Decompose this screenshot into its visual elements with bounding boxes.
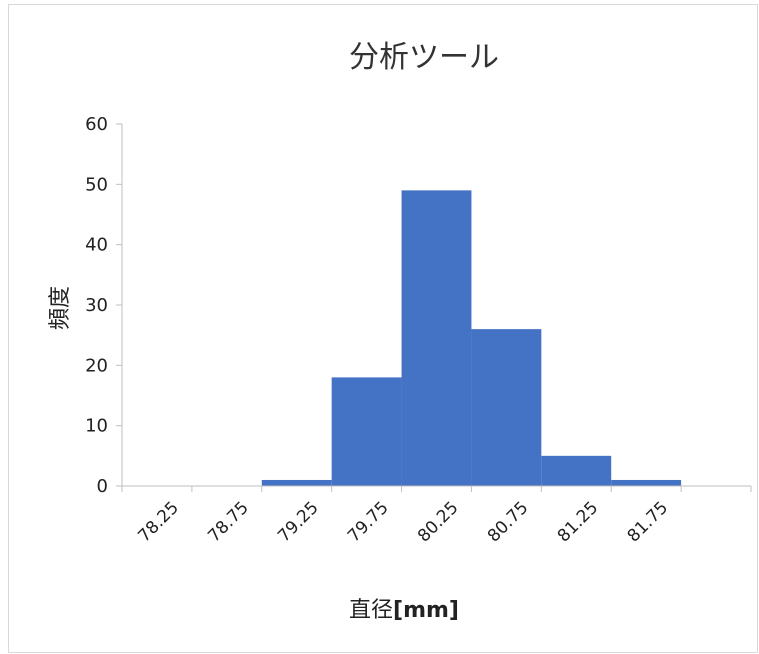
bar-80.25 bbox=[401, 190, 472, 486]
x-axis-title-text: 直径 bbox=[349, 598, 393, 623]
y-tick-label: 10 bbox=[85, 416, 108, 437]
x-axis: 78.25 78.75 79.25 79.75 80.25 80.75 81.25 81.75 bbox=[121, 485, 752, 547]
bar-81.25 bbox=[541, 455, 612, 486]
y-tick-label: 0 bbox=[97, 476, 108, 497]
x-tick-label: 80.25 bbox=[414, 498, 463, 547]
chart-title: 分析ツール bbox=[349, 40, 499, 75]
y-axis: 0 10 20 30 40 50 60 bbox=[85, 114, 123, 497]
x-tick-label: 79.75 bbox=[344, 498, 393, 547]
y-tick-label: 50 bbox=[85, 174, 108, 195]
x-tick-label: 78.75 bbox=[204, 498, 253, 547]
x-tick-label: 80.75 bbox=[484, 498, 533, 547]
bar-81.75 bbox=[611, 479, 682, 486]
x-tick-label: 79.25 bbox=[274, 498, 323, 547]
y-axis-title: 頻度 bbox=[48, 286, 73, 330]
x-axis-unit: [mm] bbox=[393, 598, 459, 623]
chart-area: 分析ツール 0 10 20 30 40 50 60 78.25 78.75 79.25 79.75… bbox=[8, 4, 758, 653]
histogram-chart: 分析ツール 0 10 20 30 40 50 60 78.25 78.75 79.25 79.75… bbox=[48, 40, 752, 623]
x-tick-label: 81.75 bbox=[624, 498, 673, 547]
y-tick-label: 40 bbox=[85, 235, 108, 256]
bars-group bbox=[261, 190, 682, 486]
bar-79.75 bbox=[331, 377, 402, 486]
y-tick-label: 20 bbox=[85, 355, 108, 376]
y-tick-label: 30 bbox=[85, 295, 108, 316]
x-tick-label: 78.25 bbox=[134, 498, 183, 547]
y-tick-label: 60 bbox=[85, 114, 108, 135]
bar-80.75 bbox=[471, 329, 542, 486]
x-axis-title: 直径[mm] bbox=[349, 598, 459, 623]
x-tick-label: 81.25 bbox=[554, 498, 603, 547]
bar-79.25 bbox=[261, 479, 332, 486]
